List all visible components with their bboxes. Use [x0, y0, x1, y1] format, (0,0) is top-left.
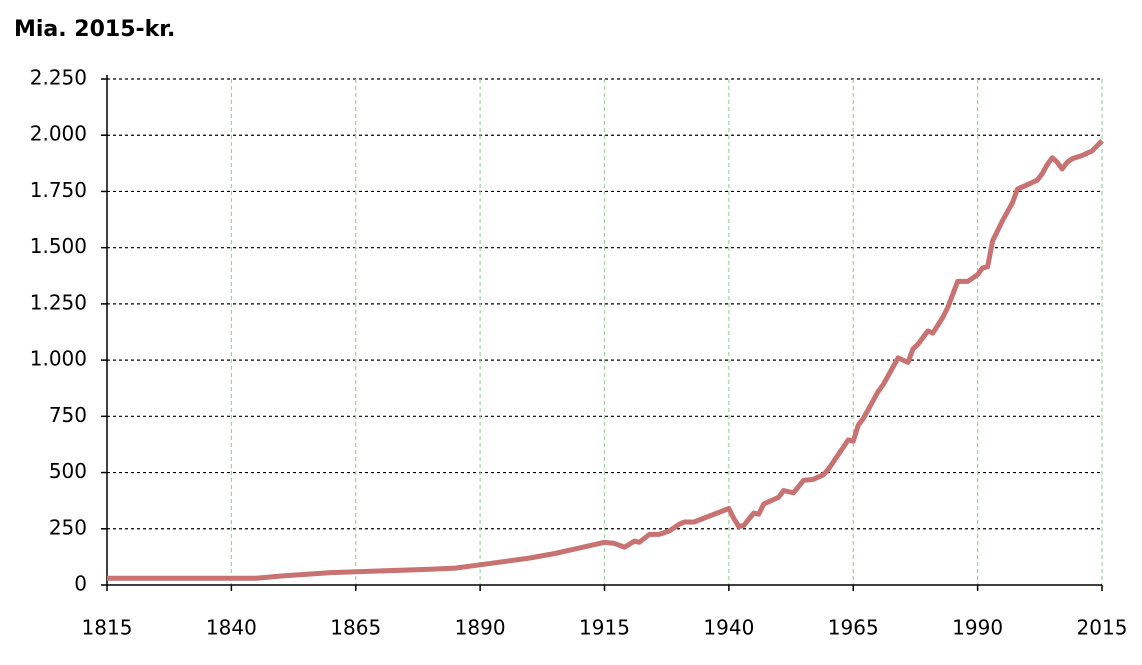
x-tick-label: 1815: [82, 616, 133, 640]
x-tick-label: 1890: [455, 616, 506, 640]
x-tick-label: 1840: [206, 616, 257, 640]
y-tick-label: 0: [74, 572, 87, 596]
x-tick-label: 1965: [828, 616, 879, 640]
y-tick-label: 2.250: [30, 66, 87, 90]
x-tick-label: 1940: [703, 616, 754, 640]
x-tick-label: 1915: [579, 616, 630, 640]
y-tick-label: 250: [49, 515, 87, 539]
data-line: [107, 139, 1104, 581]
y-tick-label: 1.000: [30, 347, 87, 371]
chart-title: Mia. 2015-kr.: [14, 17, 175, 42]
y-tick-label: 1.750: [30, 178, 87, 202]
y-tick-label: 1.250: [30, 290, 87, 314]
y-tick-label: 750: [49, 403, 87, 427]
x-tick-label: 1865: [330, 616, 381, 640]
y-tick-label: 2.000: [30, 122, 87, 146]
x-tick-label: 1990: [952, 616, 1003, 640]
x-tick-label: 2015: [1077, 616, 1128, 640]
y-tick-label: 500: [49, 459, 87, 483]
y-tick-label: 1.500: [30, 234, 87, 258]
